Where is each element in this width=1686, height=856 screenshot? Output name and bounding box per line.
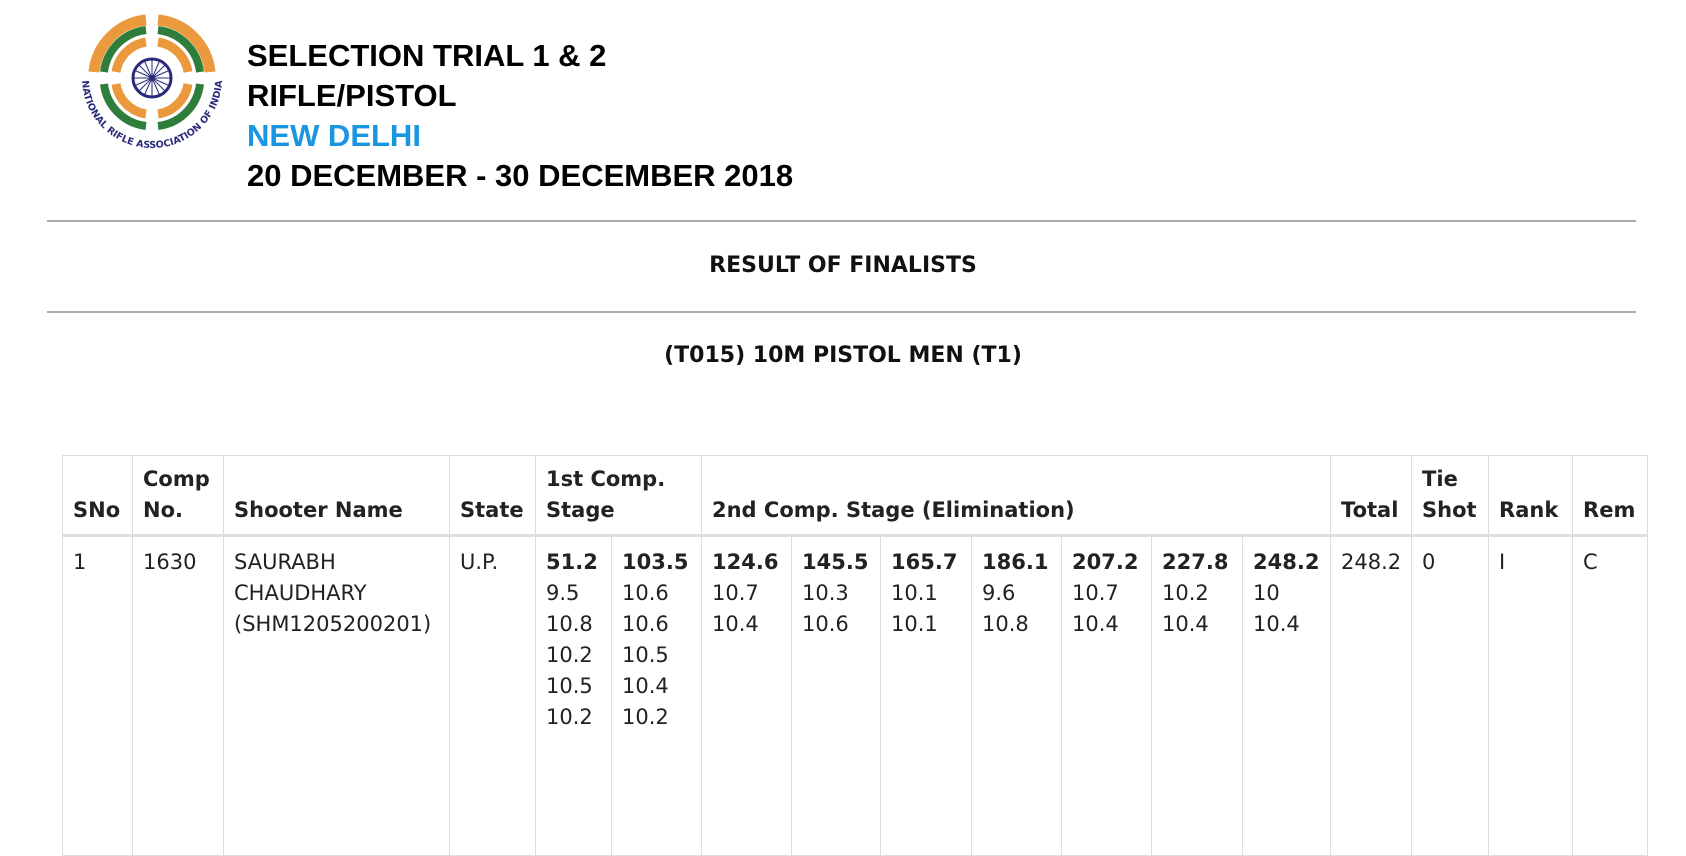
header-cell: SNo (62, 455, 133, 537)
stage-total-line: 248.2 (1253, 547, 1320, 578)
stage-cell: 103.5 10.6 10.6 10.5 10.4 10.2 (611, 535, 702, 856)
shot-score: 10.6 (802, 612, 849, 636)
stage-total: 103.5 (622, 550, 689, 574)
shot-score: 10.4 (1162, 612, 1209, 636)
header-cell: Total (1330, 455, 1413, 537)
shot-score: 10.6 (622, 581, 669, 605)
title-line: RIFLE/PISTOL (247, 78, 457, 113)
section-title: RESULT OF FINALISTS (709, 253, 977, 278)
shot-score: 10.3 (802, 581, 849, 605)
header-cell: 1st Comp. Stage (535, 455, 702, 537)
sno-cell: 1 (62, 535, 133, 856)
page: NATIONAL RIFLE ASSOCIATION OF INDIA SELE… (47, 14, 1649, 856)
results-table: SNo Comp No. Shooter Name State 1st Comp… (62, 455, 1649, 856)
stage-cell: 165.7 10.1 10.1 (880, 535, 972, 856)
stage-cell: 51.2 9.5 10.8 10.2 10.5 10.2 (535, 535, 612, 856)
name-line: CHAUDHARY (234, 581, 367, 605)
name-line: SAURABH (234, 550, 336, 574)
shot-score: 10.1 (891, 581, 938, 605)
rank-cell: I (1488, 535, 1574, 856)
shot-score: 10.2 (1162, 581, 1209, 605)
table-body: 1 1630 SAURABH CHAUDHARY (SHM1205200201) U.P.… (62, 535, 1649, 856)
shot-score: 10.4 (622, 674, 669, 698)
stage-total: 186.1 (982, 550, 1049, 574)
header-cell: 2nd Comp. Stage (Elimination) (700, 455, 1332, 537)
stage-cell: 207.2 10.7 10.4 (1061, 535, 1152, 856)
header-cell: Rank (1488, 455, 1574, 537)
header-titles: SELECTION TRIAL 1 & 2 RIFLE/PISTOL NEW D… (247, 36, 793, 196)
stage-cell: 145.5 10.3 10.6 (791, 535, 881, 856)
shot-score: 9.5 (546, 581, 580, 605)
stage-total: 51.2 (546, 550, 598, 574)
data-row: 1 1630 SAURABH CHAUDHARY (SHM1205200201) U.P.… (62, 535, 1649, 856)
stage-total: 227.8 (1162, 550, 1229, 574)
shot-score: 10.5 (546, 674, 593, 698)
header-cell: State (449, 455, 536, 537)
title-line: SELECTION TRIAL 1 & 2 (247, 38, 607, 73)
stage-total: 124.6 (712, 550, 779, 574)
shot-score: 10.6 (622, 612, 669, 636)
divider (47, 311, 1636, 313)
header-cell: Shooter Name (223, 455, 450, 537)
header-row: SNo Comp No. Shooter Name State 1st Comp… (62, 455, 1649, 537)
shot-score: 10.8 (546, 612, 593, 636)
stage-total: 165.7 (891, 550, 958, 574)
divider (47, 220, 1636, 222)
shot-score: 10.5 (622, 643, 669, 667)
shot-score: 10.8 (982, 612, 1029, 636)
name-line: (SHM1205200201) (234, 612, 432, 636)
total-cell: 248.2 (1330, 535, 1413, 856)
shot-score: 10.2 (546, 643, 593, 667)
comp-no-cell: 1630 (132, 535, 224, 856)
shot-score: 10.4 (1072, 612, 1119, 636)
stage-total-line: 186.1 (982, 547, 1051, 578)
name-cell: SAURABH CHAUDHARY (SHM1205200201) (223, 535, 450, 856)
stage-total-line: 103.5 (622, 547, 691, 578)
header-cell: Rem (1572, 455, 1649, 537)
stage-cell: 124.6 10.7 10.4 (701, 535, 792, 856)
stage-cell: 248.2 10 10.4 (1241, 535, 1332, 856)
stage-total-line: 165.7 (891, 547, 961, 578)
title-line: 20 DECEMBER - 30 DECEMBER 2018 (247, 158, 794, 193)
stage-total-line: 51.2 (546, 547, 601, 578)
shot-score: 10.1 (891, 612, 938, 636)
stage-total: 207.2 (1072, 550, 1139, 574)
shot-score: 10.7 (712, 581, 759, 605)
rem-cell: C (1572, 535, 1649, 856)
shot-score: 9.6 (982, 581, 1016, 605)
stage-total-line: 145.5 (802, 547, 870, 578)
shot-score: 10 (1253, 581, 1280, 605)
shot-score: 10.7 (1072, 581, 1119, 605)
stage-total-line: 124.6 (712, 547, 781, 578)
logo: NATIONAL RIFLE ASSOCIATION OF INDIA (79, 14, 225, 151)
shot-score: 10.2 (546, 705, 593, 729)
shot-score: 10.4 (712, 612, 759, 636)
stage-total: 248.2 (1253, 550, 1320, 574)
stage-cell: 227.8 10.2 10.4 (1151, 535, 1243, 856)
state-cell: U.P. (449, 535, 536, 856)
stage-total: 145.5 (802, 550, 869, 574)
tie-shot-cell: 0 (1411, 535, 1490, 856)
event-title: (T015) 10M PISTOL MEN (T1) (664, 343, 1022, 368)
stage-total-line: 227.8 (1162, 547, 1232, 578)
header-cell: Tie Shot (1411, 455, 1490, 537)
stage-cell: 186.1 9.6 10.8 (971, 535, 1062, 856)
shot-score: 10.4 (1253, 612, 1300, 636)
title-line: NEW DELHI (247, 118, 421, 153)
shot-score: 10.2 (622, 705, 669, 729)
header-cell: Comp No. (132, 455, 224, 537)
stage-total-line: 207.2 (1072, 547, 1141, 578)
